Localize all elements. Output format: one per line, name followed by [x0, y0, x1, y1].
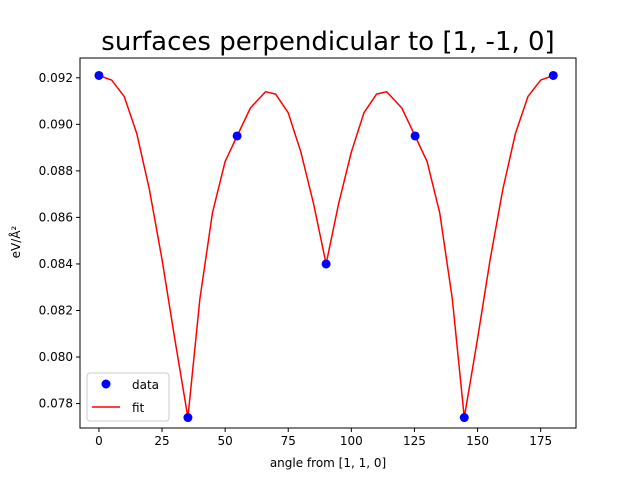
- x-axis-label: angle from [1, 1, 0]: [270, 456, 386, 470]
- data-point: [410, 131, 420, 141]
- data-point: [321, 259, 331, 269]
- x-tick-label: 150: [466, 434, 489, 448]
- data-point: [548, 70, 558, 80]
- axes-frame: [79, 57, 577, 429]
- x-tick-label: 100: [340, 434, 363, 448]
- y-tick-label: 0.080: [39, 350, 73, 364]
- data-point: [232, 131, 242, 141]
- legend-label-data: data: [132, 378, 159, 392]
- y-tick-label: 0.082: [39, 303, 73, 317]
- data-point: [459, 413, 469, 423]
- y-tick-label: 0.084: [39, 257, 73, 271]
- legend: data fit: [86, 372, 170, 422]
- x-tick-label: 0: [95, 434, 103, 448]
- plot-area: [94, 70, 558, 423]
- data-point: [183, 413, 193, 423]
- data-point: [94, 70, 104, 80]
- x-tick-label: 75: [281, 434, 296, 448]
- x-tick-label: 50: [217, 434, 232, 448]
- y-tick-label: 0.092: [39, 71, 73, 85]
- y-tick-label: 0.086: [39, 210, 73, 224]
- legend-marker-data: [101, 379, 111, 389]
- y-tick-label: 0.078: [39, 397, 73, 411]
- y-tick-label: 0.088: [39, 164, 73, 178]
- x-tick-label: 175: [529, 434, 552, 448]
- x-tick-label: 25: [154, 434, 169, 448]
- chart-title: surfaces perpendicular to [1, -1, 0]: [101, 27, 554, 57]
- y-ticks: 0.078 0.080 0.082 0.084 0.086 0.088 0.090 0.092: [39, 71, 80, 411]
- y-axis-label: eV/Å²: [8, 225, 23, 258]
- y-tick-label: 0.090: [39, 117, 73, 131]
- x-ticks: 0 25 50 75 100 125 150 175: [95, 428, 552, 448]
- x-tick-label: 125: [403, 434, 426, 448]
- legend-label-fit: fit: [132, 401, 145, 415]
